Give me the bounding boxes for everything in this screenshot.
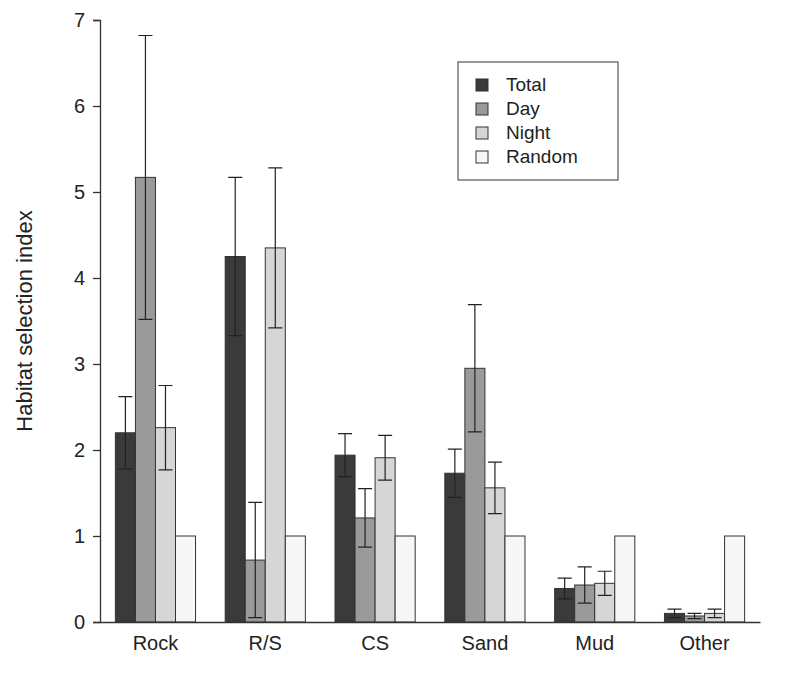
legend-swatch bbox=[476, 79, 488, 91]
legend-label: Random bbox=[506, 146, 578, 167]
x-tick: Rock bbox=[133, 632, 180, 654]
y-tick-mark bbox=[93, 192, 100, 193]
x-tick-label: Sand bbox=[462, 632, 509, 654]
error-bar bbox=[338, 434, 352, 477]
x-tick: Other bbox=[680, 632, 730, 654]
y-tick-mark bbox=[93, 450, 100, 451]
legend-label: Night bbox=[506, 122, 551, 143]
series-1 bbox=[135, 35, 704, 622]
x-tick-label: R/S bbox=[249, 632, 282, 654]
x-tick-label: CS bbox=[361, 632, 389, 654]
legend-item: Day bbox=[476, 98, 540, 119]
y-tick-mark bbox=[93, 536, 100, 537]
y-tick-mark bbox=[93, 364, 100, 365]
x-tick-label: Mud bbox=[575, 632, 614, 654]
chart: 0 1 2 3 4 5 6 7 Rock R/S CS Sand Mud Other Total Day Nig… bbox=[0, 0, 786, 675]
bar bbox=[175, 536, 195, 622]
y-tick: 0 bbox=[74, 611, 100, 633]
error-bar bbox=[667, 609, 681, 618]
legend-item: Night bbox=[476, 122, 551, 143]
legend-swatch bbox=[476, 103, 488, 115]
x-tick: R/S bbox=[249, 632, 282, 654]
series-3 bbox=[175, 536, 744, 622]
x-tick: CS bbox=[361, 632, 389, 654]
y-axis: 0 1 2 3 4 5 6 7 bbox=[74, 9, 101, 633]
x-axis: Rock R/S CS Sand Mud Other bbox=[101, 623, 761, 655]
legend-box bbox=[458, 62, 618, 180]
y-axis-title: Habitat selection index bbox=[12, 210, 37, 431]
y-tick-label: 5 bbox=[74, 181, 85, 203]
x-tick: Mud bbox=[575, 632, 614, 654]
y-tick-mark bbox=[93, 278, 100, 279]
error-bar bbox=[138, 35, 152, 319]
y-tick-label: 1 bbox=[74, 525, 85, 547]
y-tick: 1 bbox=[74, 525, 100, 547]
x-tick-label: Rock bbox=[133, 632, 180, 654]
bar bbox=[615, 536, 635, 622]
y-tick: 3 bbox=[74, 353, 100, 375]
y-axis-line bbox=[93, 21, 101, 623]
error-bar bbox=[228, 177, 242, 335]
legend-swatch bbox=[476, 127, 488, 139]
error-bar bbox=[488, 462, 502, 514]
y-tick-label: 2 bbox=[74, 439, 85, 461]
y-tick-mark bbox=[93, 20, 100, 21]
series-0 bbox=[115, 177, 684, 622]
y-tick: 6 bbox=[74, 95, 100, 117]
error-bar bbox=[688, 613, 702, 618]
error-bar bbox=[468, 305, 482, 432]
y-tick: 7 bbox=[74, 9, 100, 31]
bar bbox=[725, 536, 745, 622]
y-tick-label: 3 bbox=[74, 353, 85, 375]
y-tick-label: 4 bbox=[74, 267, 85, 289]
series-2 bbox=[155, 168, 724, 622]
error-bar bbox=[558, 578, 572, 599]
y-tick-label: 0 bbox=[74, 611, 85, 633]
error-bar bbox=[378, 435, 392, 480]
x-tick: Sand bbox=[462, 632, 509, 654]
legend-item: Random bbox=[476, 146, 578, 167]
error-bar bbox=[448, 449, 462, 497]
x-tick-label: Other bbox=[680, 632, 730, 654]
legend-item: Total bbox=[476, 74, 546, 95]
y-tick-mark bbox=[93, 622, 100, 623]
y-tick-label: 7 bbox=[74, 9, 85, 31]
plot: 0 1 2 3 4 5 6 7 Rock R/S CS Sand Mud Other Total Day Nig… bbox=[74, 9, 761, 654]
error-bar bbox=[708, 609, 722, 618]
legend-swatch bbox=[476, 151, 488, 163]
error-bar bbox=[268, 168, 282, 328]
error-bar bbox=[248, 502, 262, 617]
bars bbox=[115, 35, 744, 622]
error-bar bbox=[118, 397, 132, 469]
legend-label: Day bbox=[506, 98, 540, 119]
bar bbox=[505, 536, 525, 622]
bar bbox=[375, 458, 395, 622]
x-axis-line bbox=[101, 622, 761, 623]
bar bbox=[285, 536, 305, 622]
error-bar bbox=[598, 571, 612, 595]
bar bbox=[395, 536, 415, 622]
legend: Total Day Night Random bbox=[458, 62, 618, 180]
y-tick: 5 bbox=[74, 181, 100, 203]
y-tick-mark bbox=[93, 106, 100, 107]
bar bbox=[335, 455, 355, 622]
y-tick: 4 bbox=[74, 267, 100, 289]
error-bar bbox=[358, 489, 372, 547]
y-tick-label: 6 bbox=[74, 95, 85, 117]
error-bar bbox=[158, 386, 172, 470]
error-bar bbox=[578, 567, 592, 603]
y-tick: 2 bbox=[74, 439, 100, 461]
legend-label: Total bbox=[506, 74, 546, 95]
